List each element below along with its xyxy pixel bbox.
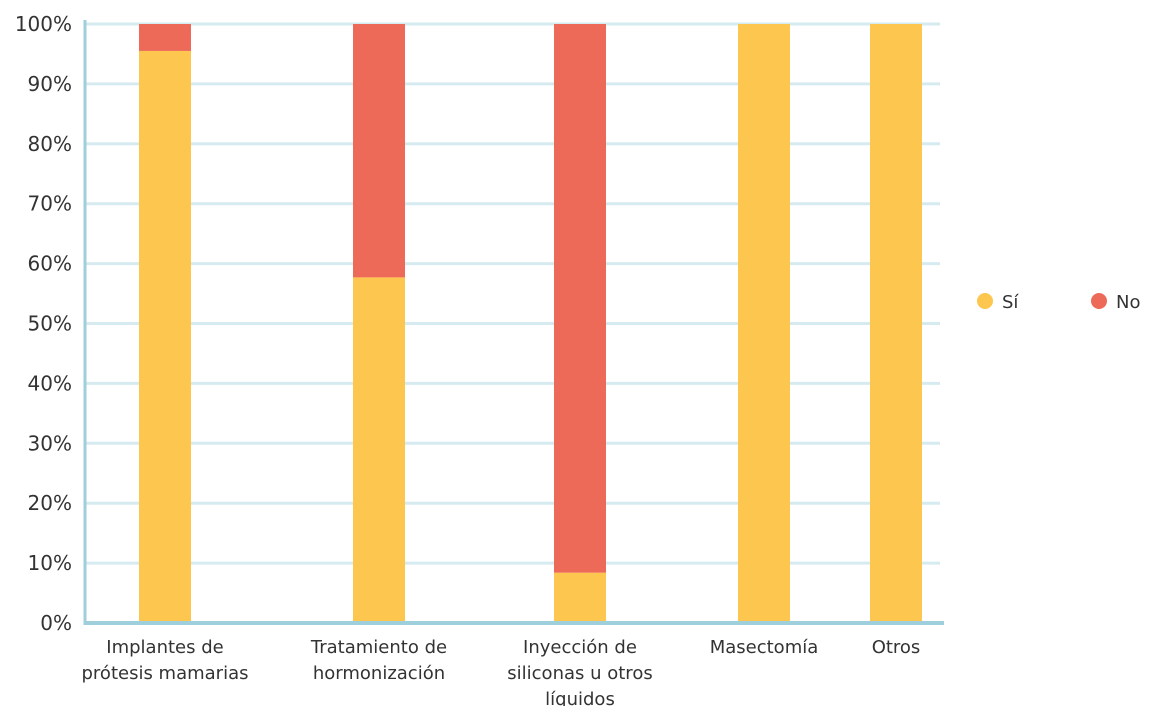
legend-label: No bbox=[1116, 292, 1140, 313]
bar-segment-si bbox=[870, 24, 922, 623]
legend-marker bbox=[1091, 293, 1107, 309]
axes bbox=[83, 20, 944, 625]
y-tick-label: 0% bbox=[40, 611, 72, 635]
bar-segment-si bbox=[139, 50, 191, 623]
bar-segment-no bbox=[353, 24, 405, 278]
x-axis-ticks: Implantes de prótesis mamarias Tratamiento… bbox=[82, 637, 921, 706]
y-axis-ticks: 0% 10% 20% 30% 40% 50% 60% 70% 80% 90% 100% bbox=[15, 12, 72, 635]
y-tick-label: 50% bbox=[28, 312, 72, 336]
y-tick-label: 20% bbox=[28, 491, 72, 515]
x-tick-label: Otros bbox=[872, 637, 921, 658]
y-tick-label: 10% bbox=[28, 551, 72, 575]
legend-label: Sí bbox=[1002, 292, 1019, 313]
y-tick-label: 80% bbox=[28, 132, 72, 156]
bar-segment-no bbox=[139, 24, 191, 51]
bar-segment-si bbox=[554, 572, 606, 623]
x-tick-label: Tratamiento de hormonización bbox=[310, 637, 447, 684]
bars bbox=[139, 24, 922, 623]
y-tick-label: 60% bbox=[28, 252, 72, 276]
y-tick-label: 100% bbox=[15, 12, 72, 36]
bar-segment-si bbox=[738, 24, 790, 623]
bar-segment-no bbox=[554, 24, 606, 573]
bar-segment-si bbox=[353, 277, 405, 623]
y-tick-label: 90% bbox=[28, 72, 72, 96]
legend: Sí No bbox=[977, 292, 1140, 313]
gridlines bbox=[85, 22, 940, 565]
legend-marker bbox=[977, 293, 993, 309]
y-tick-label: 70% bbox=[28, 192, 72, 216]
x-tick-label: Masectomía bbox=[710, 637, 819, 658]
y-tick-label: 40% bbox=[28, 371, 72, 395]
y-tick-label: 30% bbox=[28, 431, 72, 455]
x-tick-label: Inyección de siliconas u otros líquidos bbox=[507, 637, 652, 706]
x-tick-label: Implantes de prótesis mamarias bbox=[82, 637, 249, 684]
